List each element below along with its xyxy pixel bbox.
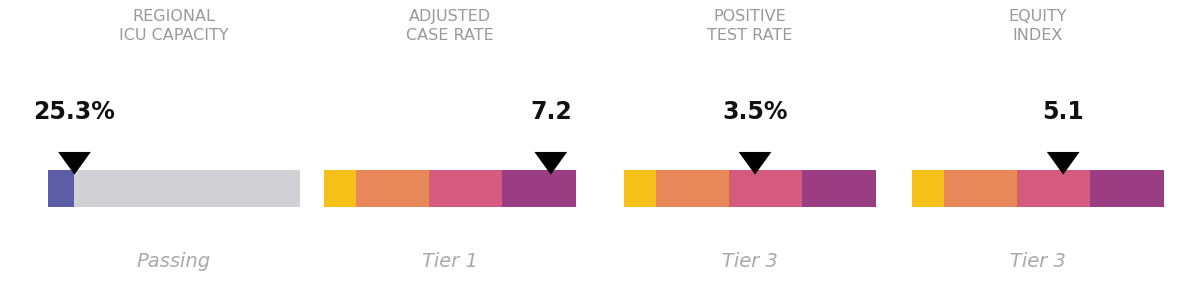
Text: REGIONAL
ICU CAPACITY: REGIONAL ICU CAPACITY [119,9,229,43]
Bar [428,170,502,207]
Text: POSITIVE
TEST RATE: POSITIVE TEST RATE [707,9,793,43]
Bar [502,170,576,207]
Bar [943,170,1016,207]
Text: EQUITY
INDEX: EQUITY INDEX [1009,9,1067,43]
Bar [1090,170,1164,207]
Text: Tier 3: Tier 3 [1010,252,1066,271]
Bar [624,170,655,207]
Polygon shape [58,152,91,175]
Text: 5.1: 5.1 [1043,99,1084,124]
Text: 3.5%: 3.5% [722,99,787,124]
Bar [74,170,300,207]
Text: 25.3%: 25.3% [34,99,115,124]
Polygon shape [534,152,568,175]
Polygon shape [739,152,772,175]
Text: 7.2: 7.2 [530,99,571,124]
Text: ADJUSTED
CASE RATE: ADJUSTED CASE RATE [406,9,494,43]
Bar [728,170,802,207]
Text: Tier 1: Tier 1 [422,252,478,271]
Bar [355,170,428,207]
Bar [1016,170,1090,207]
Bar [802,170,876,207]
Bar [48,170,74,207]
Polygon shape [1046,152,1080,175]
Bar [655,170,728,207]
Bar [912,170,943,207]
Text: Passing: Passing [137,252,211,271]
Text: Tier 3: Tier 3 [722,252,778,271]
Bar [324,170,355,207]
